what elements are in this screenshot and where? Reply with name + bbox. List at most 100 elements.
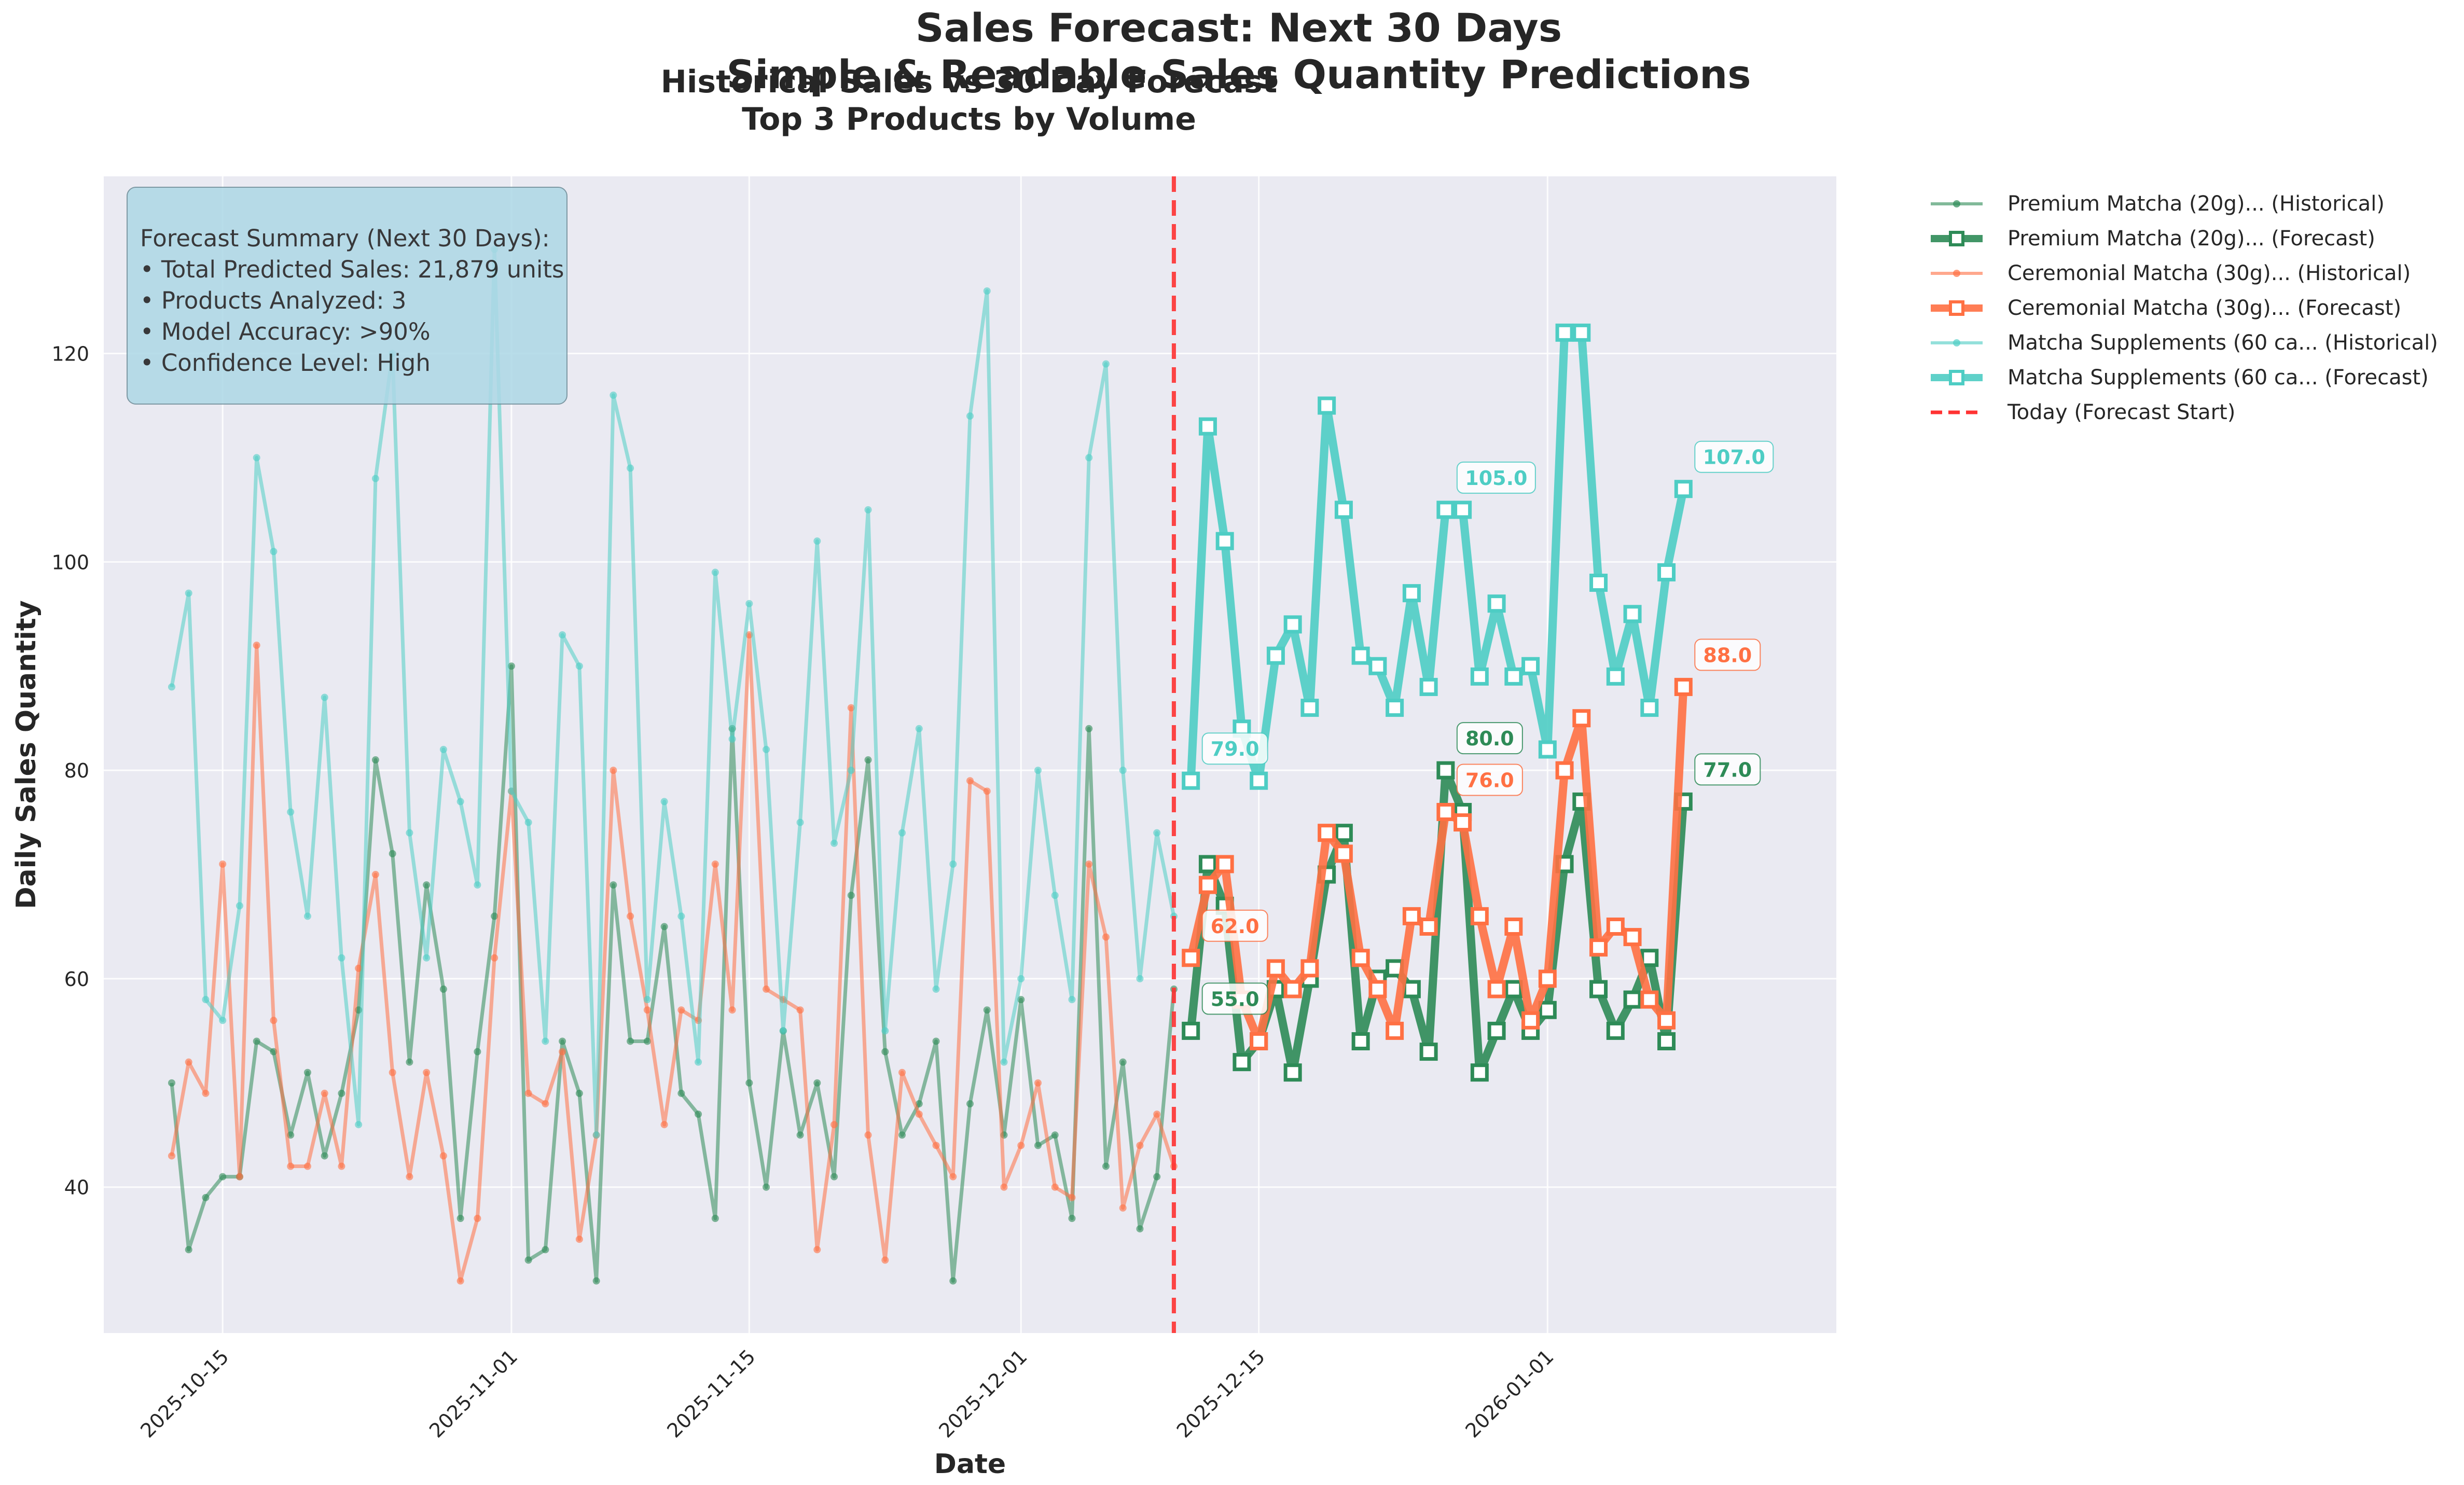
historical-point (677, 1006, 685, 1014)
forecast-point (1454, 813, 1472, 832)
historical-point (559, 1048, 566, 1056)
forecast-point (1674, 480, 1693, 498)
historical-point (711, 860, 719, 868)
historical-point (1068, 996, 1076, 1004)
historical-point (763, 1183, 770, 1191)
historical-point (813, 537, 821, 545)
legend-swatch (1931, 334, 1983, 352)
y-tick-label: 40 (64, 1176, 89, 1199)
legend-swatch-icon (1931, 231, 1983, 246)
historical-point (491, 912, 499, 920)
historical-point (1153, 1111, 1161, 1118)
historical-point (660, 798, 668, 806)
forecast-point (1555, 761, 1574, 780)
legend-label: Ceremonial Matcha (30g)... (Historical) (2008, 261, 2411, 285)
data-label: 80.0 (1465, 727, 1514, 750)
data-label: 88.0 (1703, 644, 1752, 667)
forecast-point (1555, 323, 1574, 342)
historical-point (575, 1236, 583, 1243)
series-layer (168, 176, 1693, 1333)
historical-point (1000, 1183, 1008, 1191)
legend-item: Premium Matcha (20g)... (Forecast) (1925, 223, 2454, 257)
legend-swatch (1931, 230, 1983, 247)
forecast-point (1250, 771, 1268, 790)
x-tick-label: 2025-12-15 (1172, 1345, 1269, 1442)
forecast-point (1487, 594, 1506, 613)
historical-point (1051, 892, 1059, 899)
data-label-box (1694, 639, 1761, 671)
forecast-point (1318, 396, 1336, 415)
historical-point (456, 798, 464, 806)
legend-label: Matcha Supplements (60 ca... (Forecast) (2008, 366, 2429, 390)
forecast-point (1504, 980, 1523, 998)
historical-point (1051, 1183, 1059, 1191)
x-tick-label: 2025-11-01 (425, 1345, 522, 1442)
historical-point (559, 631, 566, 639)
historical-point (389, 1068, 396, 1076)
legend-swatch (1931, 299, 1983, 317)
data-label: 77.0 (1703, 758, 1752, 781)
historical-point (1051, 1131, 1059, 1139)
historical-point (983, 287, 991, 295)
historical-point (524, 1256, 532, 1264)
historical-point (321, 693, 328, 701)
historical-point (338, 1162, 345, 1170)
historical-point (202, 1089, 210, 1097)
forecast-point (1300, 959, 1319, 978)
historical-point (745, 600, 753, 607)
historical-point (439, 986, 447, 993)
historical-line (170, 664, 1176, 1283)
historical-point (898, 829, 906, 837)
historical-point (1153, 829, 1161, 837)
historical-point (253, 454, 260, 462)
historical-point (439, 745, 447, 753)
historical-point (1136, 1142, 1144, 1149)
historical-point (779, 1027, 787, 1035)
historical-point (507, 662, 515, 670)
historical-point (287, 1162, 295, 1170)
historical-point (1017, 996, 1025, 1004)
historical-point (796, 1131, 804, 1139)
forecast-point (1589, 938, 1608, 957)
historical-point (287, 808, 295, 816)
historical-point (185, 589, 192, 597)
y-tick-label: 100 (51, 551, 89, 574)
forecast-point (1402, 907, 1421, 925)
historical-point (1136, 975, 1144, 982)
forecast-point (1334, 501, 1353, 519)
historical-point (1102, 933, 1110, 941)
historical-point (1085, 860, 1093, 868)
data-label: 79.0 (1211, 738, 1259, 760)
forecast-point (1606, 917, 1625, 936)
data-label: 76.0 (1465, 769, 1514, 792)
historical-point (474, 881, 481, 889)
summary-total-sales: • Total Predicted Sales: 21,879 units (140, 256, 564, 283)
historical-point (643, 1006, 651, 1014)
historical-point (728, 1006, 736, 1014)
historical-point (864, 1131, 872, 1139)
historical-point (168, 683, 175, 691)
forecast-point (1419, 677, 1438, 696)
historical-point (847, 767, 855, 774)
historical-point (542, 1037, 549, 1045)
historical-point (542, 1100, 549, 1108)
y-axis-label: Daily Sales Quantity (11, 600, 42, 909)
historical-point (338, 1089, 345, 1097)
data-label-box (1694, 440, 1774, 473)
forecast-point (1368, 980, 1387, 998)
historical-point (830, 839, 838, 847)
summary-model-accuracy: • Model Accuracy: >90% (140, 318, 431, 345)
legend-swatch-icon (1931, 339, 1983, 346)
forecast-point (1504, 917, 1523, 936)
data-label: 55.0 (1211, 988, 1259, 1010)
forecast-point (1657, 1011, 1676, 1030)
chart-suptitle-line1: Sales Forecast: Next 30 Days (916, 5, 1562, 51)
historical-point (796, 818, 804, 826)
forecast-point (1470, 1063, 1489, 1082)
historical-point (966, 777, 974, 785)
historical-point (864, 756, 872, 764)
historical-point (456, 1277, 464, 1285)
historical-point (371, 871, 379, 879)
historical-point (575, 662, 583, 670)
legend-swatch-icon (1931, 410, 1983, 414)
